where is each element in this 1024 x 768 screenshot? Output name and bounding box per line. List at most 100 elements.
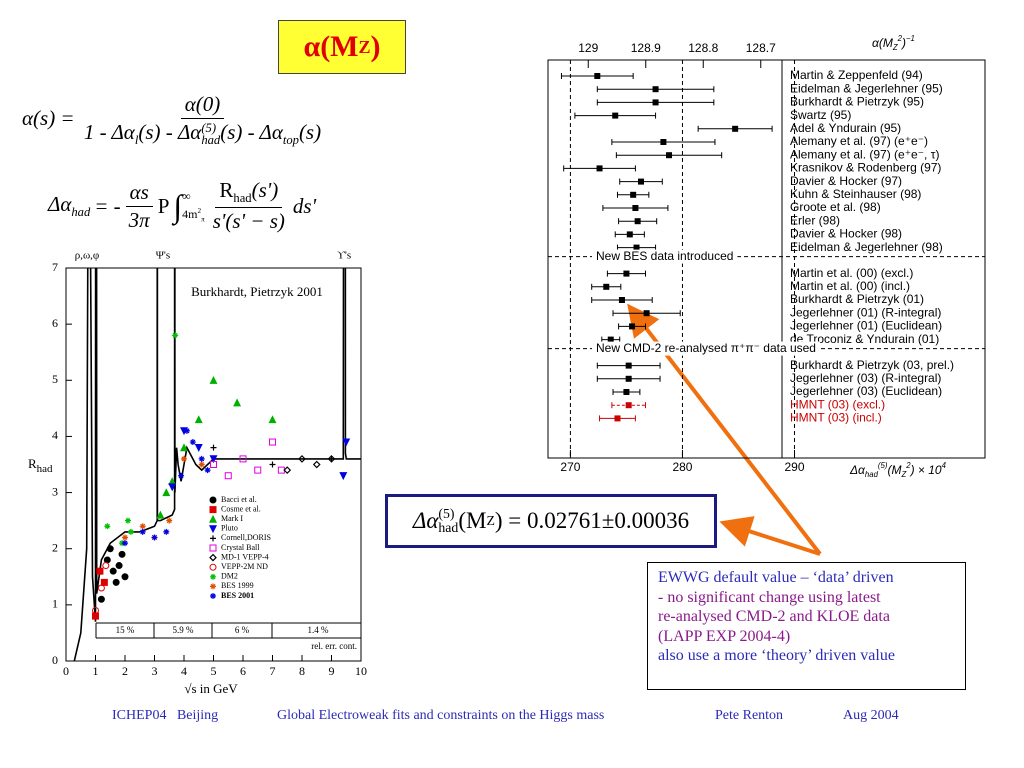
label-part: Z bbox=[892, 43, 898, 52]
formula-delta: Δαhad = - αs 3π P ∫ ∞ 4m2π Rhad(s') s'(s' − … bbox=[48, 178, 316, 234]
data-point bbox=[209, 514, 217, 523]
label-part: α(M bbox=[872, 36, 893, 50]
data-point bbox=[122, 540, 128, 547]
data-point bbox=[298, 455, 306, 463]
data-point bbox=[209, 553, 217, 562]
data-point bbox=[652, 99, 659, 106]
result-sub: had bbox=[438, 520, 459, 535]
formula-text: (s) - Δα bbox=[138, 120, 202, 144]
data-point bbox=[102, 562, 110, 570]
fraction: α(0) 1 - Δαl(s) - Δα (5) had (s) - Δαtop(s) bbox=[80, 92, 325, 148]
entry-label: Martin et al. (00) (incl.) bbox=[790, 279, 910, 293]
data-point bbox=[209, 455, 218, 464]
data-point bbox=[629, 323, 636, 330]
data-point bbox=[183, 427, 190, 434]
formula-text: P bbox=[157, 193, 170, 218]
band-label: 1.4 % bbox=[308, 625, 330, 635]
data-point bbox=[194, 444, 203, 452]
x2-tick-label: 128.8 bbox=[688, 41, 718, 55]
data-point bbox=[596, 165, 603, 172]
legend-label: MD-1 VEPP-4 bbox=[221, 552, 269, 561]
data-point bbox=[189, 439, 196, 446]
label-part: ) bbox=[900, 36, 906, 50]
band-label: rel. err. cont. bbox=[311, 641, 357, 651]
data-point bbox=[156, 510, 165, 519]
data-point bbox=[139, 523, 146, 530]
data-point bbox=[209, 375, 218, 384]
legend-label: Bacci et al. bbox=[221, 495, 257, 504]
data-point bbox=[121, 573, 129, 581]
formula-sup: (5) bbox=[201, 120, 217, 135]
x2-tick-label: 128.7 bbox=[746, 41, 776, 55]
data-point bbox=[618, 297, 625, 303]
y-tick-label: 3 bbox=[52, 484, 58, 498]
data-point bbox=[625, 362, 632, 369]
formula-text: (s) - Δα bbox=[220, 120, 283, 144]
annotation: ρ,ω,φ bbox=[75, 250, 100, 262]
data-point bbox=[198, 461, 205, 468]
legend-label: Cornell,DORIS bbox=[221, 533, 271, 542]
footer-text: Global Electroweak fits and constraints … bbox=[277, 708, 605, 723]
entry-label: Martin et al. (00) (excl.) bbox=[790, 266, 913, 280]
plot-frame bbox=[65, 267, 362, 662]
data-point bbox=[626, 231, 633, 238]
data-point bbox=[210, 593, 216, 599]
data-point bbox=[312, 460, 321, 469]
x-tick-label: 5 bbox=[211, 664, 217, 678]
entry-label: Alemany et al. (97) (e⁺e⁻) bbox=[790, 134, 928, 148]
formula-sub: top bbox=[282, 133, 299, 148]
formula-alpha: α(s) = α(0) 1 - Δαl(s) - Δα (5) had (s) - Δ… bbox=[22, 92, 325, 148]
data-point bbox=[180, 443, 188, 452]
data-point bbox=[92, 612, 99, 620]
label-bg bbox=[592, 249, 738, 264]
data-point bbox=[194, 415, 203, 424]
y-tick-label: 5 bbox=[52, 372, 58, 386]
data-point bbox=[625, 402, 632, 409]
arrow bbox=[719, 516, 821, 556]
data-point bbox=[210, 444, 217, 451]
lower-limit: 4m bbox=[182, 207, 198, 221]
note-line: (LAPP EXP 2004-4) bbox=[658, 627, 791, 645]
footer-text: ICHEP04 Beijing bbox=[112, 708, 219, 723]
x2-tick-label: 128.9 bbox=[631, 41, 661, 55]
data-point bbox=[732, 125, 739, 132]
data-point bbox=[181, 455, 187, 462]
label-part: Z bbox=[900, 470, 906, 479]
x-tick-label: 9 bbox=[329, 664, 335, 678]
result-sup: (5) bbox=[438, 506, 455, 522]
label-part: 4 bbox=[942, 461, 947, 470]
data-point bbox=[327, 455, 336, 463]
formula-sub: l bbox=[134, 133, 139, 148]
formula-text: α(s) = bbox=[22, 105, 75, 130]
data-point bbox=[623, 389, 630, 395]
data-point bbox=[209, 563, 217, 571]
annotation: ϒ's bbox=[337, 250, 351, 262]
lower-sub: π bbox=[201, 215, 205, 224]
data-point bbox=[209, 544, 217, 552]
data-point bbox=[612, 112, 619, 119]
label-part: 2 bbox=[897, 34, 903, 43]
data-point bbox=[638, 178, 645, 185]
supsub: (5) had bbox=[438, 507, 458, 535]
formula-text: ds' bbox=[292, 193, 317, 218]
data-point bbox=[172, 332, 179, 339]
title-text: α(M bbox=[303, 30, 359, 63]
footer-text: Pete Renton bbox=[715, 708, 784, 723]
data-point bbox=[339, 472, 348, 481]
data-point bbox=[104, 523, 111, 530]
entry-label: Burkhardt & Pietrzyk (95) bbox=[790, 95, 924, 109]
plot-frame bbox=[547, 59, 986, 459]
x-tick-label: 3 bbox=[152, 664, 158, 678]
entry-label: Davier & Hocker (98) bbox=[790, 227, 902, 241]
x-tick-label: 4 bbox=[181, 664, 187, 678]
result-text: ± bbox=[601, 508, 615, 533]
legend-label: BES 2001 bbox=[221, 591, 254, 600]
numerator: αs bbox=[125, 180, 153, 207]
result-box: Δα (5) had (M Z) = 0.02761 ±0.00036 bbox=[385, 494, 717, 548]
data-point bbox=[204, 467, 211, 474]
annotation: Ψ's bbox=[156, 250, 170, 262]
data-point bbox=[139, 528, 146, 535]
data-point bbox=[342, 438, 351, 447]
entry-label: Alemany et al. (97) (e⁺e⁻, τ) bbox=[790, 147, 939, 161]
data-point bbox=[632, 205, 639, 211]
